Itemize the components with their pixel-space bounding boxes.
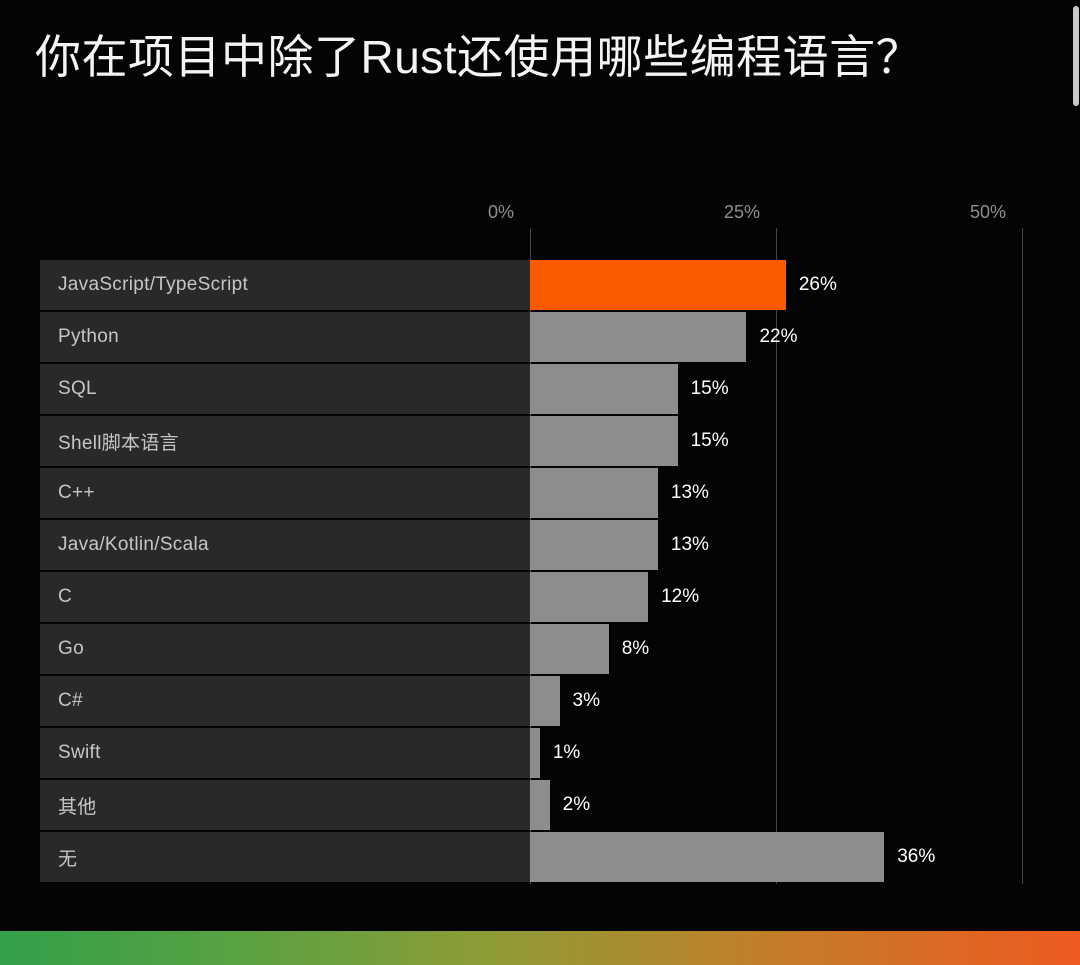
- bar-row: C# 3%: [0, 676, 1080, 726]
- category-label: Shell脚本语言: [58, 432, 179, 454]
- bar-row: JavaScript/TypeScript 26%: [0, 260, 1080, 310]
- bar-row: Go 8%: [0, 624, 1080, 674]
- x-tick-label: 50%: [969, 202, 1006, 222]
- category-cell: Swift: [40, 728, 530, 778]
- category-cell: Shell脚本语言: [40, 416, 530, 466]
- value-label: 13%: [670, 534, 709, 555]
- bar-row: C++ 13%: [0, 468, 1080, 518]
- x-tick-label: 25%: [723, 202, 760, 222]
- category-cell: JavaScript/TypeScript: [40, 260, 530, 310]
- value-label: 12%: [661, 586, 700, 607]
- chart-title: 你在项目中除了Rust还使用哪些编程语言？: [35, 31, 923, 83]
- bar: [530, 260, 786, 310]
- category-cell: Python: [40, 312, 530, 362]
- category-label: JavaScript/TypeScript: [58, 274, 249, 295]
- category-label: Swift: [58, 742, 101, 763]
- value-label: 3%: [572, 690, 600, 711]
- bar: [530, 468, 658, 518]
- value-label: 8%: [621, 638, 650, 659]
- category-cell: Java/Kotlin/Scala: [40, 520, 530, 570]
- value-label: 15%: [690, 378, 729, 399]
- x-tick-label: 0%: [487, 202, 514, 222]
- category-label: Java/Kotlin/Scala: [58, 534, 209, 555]
- bar: [530, 364, 678, 414]
- category-label: Go: [58, 638, 84, 659]
- value-label: 13%: [670, 482, 709, 503]
- value-label: 26%: [798, 274, 837, 295]
- bar: [530, 416, 678, 466]
- category-label: C#: [58, 690, 83, 711]
- category-cell: 其他: [40, 780, 530, 830]
- category-label: 无: [58, 848, 78, 870]
- bar: [530, 520, 658, 570]
- category-cell: C++: [40, 468, 530, 518]
- value-label: 2%: [562, 794, 591, 815]
- scrollbar-thumb[interactable]: [1073, 6, 1079, 106]
- bar: [530, 312, 747, 362]
- category-cell: C#: [40, 676, 530, 726]
- category-label: 其他: [58, 796, 97, 818]
- bar-row: 无 36%: [0, 832, 1080, 882]
- x-gridline: [1021, 228, 1023, 884]
- chart-panel: 你在项目中除了Rust还使用哪些编程语言？ 0% 25% 50% JavaScrip…: [0, 31, 1080, 884]
- bar: [530, 676, 560, 726]
- category-cell: Go: [40, 624, 530, 674]
- bar-row: 其他 2%: [0, 780, 1080, 830]
- bar-row: Java/Kotlin/Scala 13%: [0, 520, 1080, 570]
- value-label: 15%: [690, 430, 729, 451]
- category-label: SQL: [58, 378, 97, 399]
- x-gridline: [775, 228, 777, 884]
- value-label: 22%: [759, 326, 798, 347]
- bar-row: Python 22%: [0, 312, 1080, 362]
- bar-row: SQL 15%: [0, 364, 1080, 414]
- bar-chart: JavaScript/TypeScript 26% Python 22% SQL…: [0, 260, 1080, 884]
- category-cell: C: [40, 572, 530, 622]
- value-label: 1%: [552, 742, 581, 763]
- bar: [530, 728, 540, 778]
- bar: [530, 780, 550, 830]
- category-label: C: [58, 586, 73, 607]
- bar-row: Swift 1%: [0, 728, 1080, 778]
- value-label: 36%: [897, 846, 936, 867]
- gradient-footer-bar: [0, 931, 1080, 965]
- category-label: C++: [58, 482, 95, 503]
- bar: [530, 624, 609, 674]
- bar: [530, 832, 885, 882]
- category-cell: 无: [40, 832, 530, 882]
- bar-row: Shell脚本语言 15%: [0, 416, 1080, 466]
- bar: [530, 572, 649, 622]
- bar-row: C 12%: [0, 572, 1080, 622]
- category-cell: SQL: [40, 364, 530, 414]
- category-label: Python: [58, 326, 119, 347]
